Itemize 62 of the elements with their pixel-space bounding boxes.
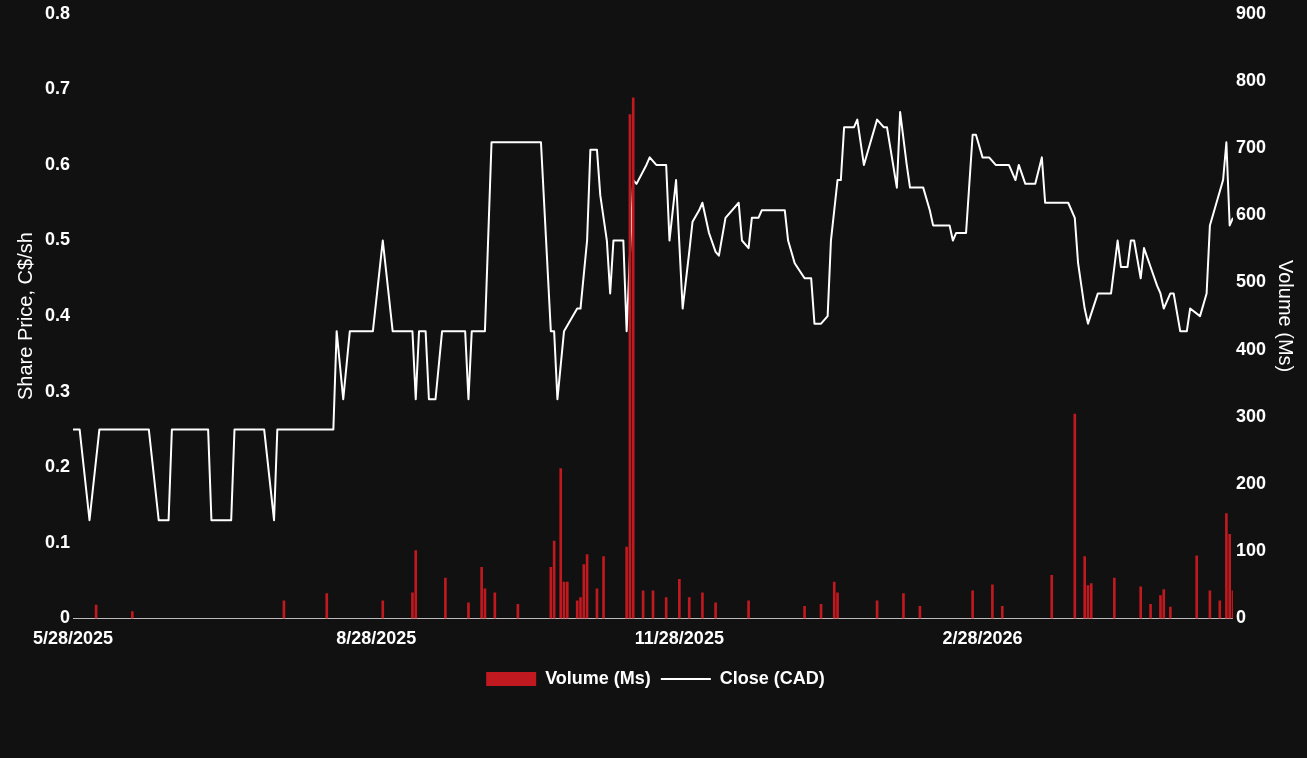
y2-tick-label: 700: [1235, 137, 1267, 158]
bar: [1050, 575, 1054, 619]
bar: [493, 592, 497, 619]
bar: [832, 581, 836, 619]
bar: [902, 593, 905, 619]
y-tick-label: 0.4: [44, 305, 71, 326]
y2-tick-label: 500: [1235, 271, 1267, 292]
y2-tick-label: 600: [1235, 204, 1267, 225]
y-tick-label: 0.3: [44, 380, 71, 401]
bar: [444, 577, 447, 619]
bar: [1113, 577, 1116, 619]
y-tick-label: 0.1: [44, 531, 71, 552]
legend-label: Close (CAD): [719, 667, 825, 688]
bar: [414, 550, 418, 619]
bar: [631, 97, 635, 619]
y2-tick-label: 100: [1235, 540, 1267, 561]
y2-tick-label: 200: [1235, 473, 1267, 494]
bar: [747, 600, 750, 619]
y-axis-title: Share Price, C$/sh: [13, 232, 36, 401]
x-tick-label: 5/28/2025: [32, 628, 114, 649]
bar: [678, 579, 681, 619]
bar: [1149, 603, 1152, 619]
y-tick-label: 0.8: [44, 2, 71, 23]
bar: [714, 602, 717, 619]
y2-tick-label: 800: [1235, 69, 1267, 90]
bar: [325, 593, 329, 619]
bar: [602, 556, 605, 619]
y2-tick-label: 900: [1235, 2, 1267, 23]
bar: [1073, 413, 1077, 619]
y-tick-label: 0.7: [44, 78, 71, 99]
bar: [991, 584, 994, 619]
bar: [131, 611, 134, 619]
bar: [1000, 605, 1004, 619]
bar: [664, 597, 668, 619]
y-tick-label: 0.6: [44, 153, 71, 174]
bar: [1218, 600, 1222, 619]
bar: [971, 590, 974, 619]
bar: [803, 605, 806, 619]
bar: [467, 602, 470, 619]
bar: [1139, 586, 1143, 619]
y-tick-label: 0.2: [44, 456, 71, 477]
x-tick-label: 11/28/2025: [634, 628, 724, 649]
bar: [687, 597, 691, 619]
y2-axis-title: Volume (Ms): [1275, 259, 1298, 373]
legend-label: Volume (Ms): [545, 667, 651, 688]
y-tick-label: 0.5: [44, 229, 71, 250]
bar: [701, 592, 704, 619]
y2-tick-label: 0: [1235, 607, 1246, 628]
bar: [1083, 556, 1087, 619]
bar: [1169, 606, 1172, 619]
y2-tick-label: 300: [1235, 405, 1267, 426]
y-tick-label: 0: [60, 607, 71, 628]
bar: [1195, 555, 1199, 619]
bar: [575, 600, 579, 619]
bar: [480, 567, 483, 619]
x-tick-label: 8/28/2025: [336, 628, 417, 649]
y2-tick-label: 400: [1235, 338, 1267, 359]
bar: [1162, 589, 1166, 619]
x-tick-label: 2/28/2026: [942, 628, 1023, 649]
bar: [559, 468, 563, 619]
bar: [381, 600, 385, 619]
bar: [1225, 513, 1228, 619]
